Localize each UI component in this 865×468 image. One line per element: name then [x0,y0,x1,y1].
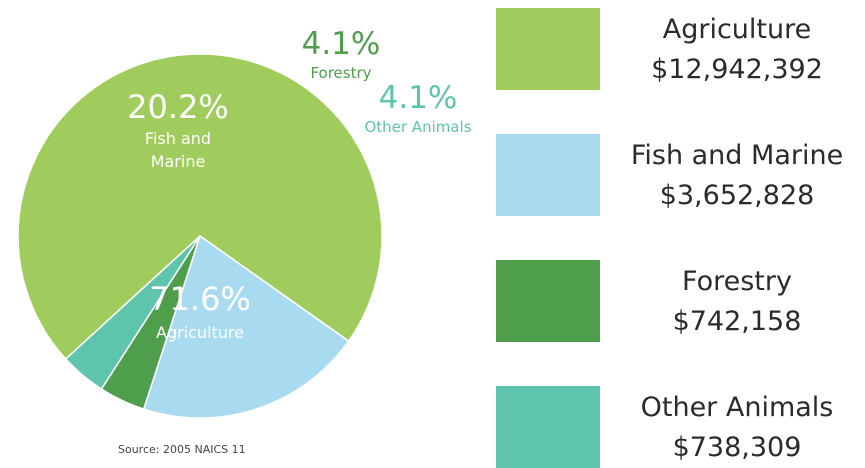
slice-name-label-fish-and-marine-line-2: Marine [151,152,206,171]
pie-slice-agriculture [17,53,383,361]
legend-value-forestry: $742,158 [672,306,802,337]
legend-swatch-agriculture [496,8,600,90]
legend-value-fish-and-marine: $3,652,828 [659,180,815,211]
slice-percent-label-other-animals: 4.1% [379,80,458,116]
pie-slices [17,53,383,419]
legend-value-agriculture: $12,942,392 [651,54,823,85]
slice-name-label-forestry: Forestry [310,64,371,82]
legend-swatch-forestry [496,260,600,342]
source-note: Source: 2005 NAICS 11 [118,443,246,456]
legend-entry-forestry: Forestry $742,158 [612,262,862,342]
slice-percent-label-agriculture: 71.6% [149,280,251,318]
slice-percent-label-fish-and-marine: 20.2% [127,88,229,126]
slice-name-label-other-animals: Other Animals [364,118,471,136]
legend-value-other-animals: $738,309 [672,432,802,463]
slice-percent-label-forestry: 4.1% [302,26,381,62]
legend-label-fish-and-marine: Fish and Marine [630,140,844,171]
legend-label-forestry: Forestry [682,266,792,297]
slice-name-label-agriculture: Agriculture [156,323,244,342]
legend-swatch-fish-and-marine [496,134,600,216]
slice-name-label-fish-and-marine-line-1: Fish and [145,129,211,148]
pie-slice-fish-and-marine [142,234,350,419]
legend-entry-fish-and-marine: Fish and Marine $3,652,828 [612,136,862,216]
legend-entry-agriculture: Agriculture $12,942,392 [612,10,862,90]
legend-label-agriculture: Agriculture [662,14,812,45]
pie-labels: 71.6% Agriculture 20.2% Fish and Marine … [127,26,472,342]
legend-entry-other-animals: Other Animals $738,309 [612,388,862,468]
pie-slice-other-animals [64,235,201,391]
legend-label-other-animals: Other Animals [640,392,834,423]
legend-swatch-other-animals [496,386,600,468]
